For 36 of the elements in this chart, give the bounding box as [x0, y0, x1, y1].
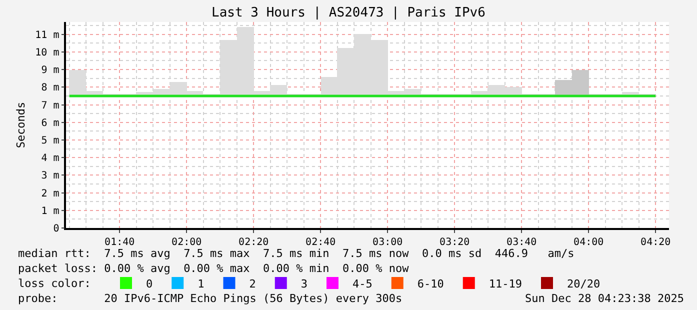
y-axis-title: Seconds — [14, 102, 28, 148]
text: Sun Dec 28 04:23:38 2025 — [525, 292, 684, 305]
legend-label: 1 — [198, 277, 204, 290]
text: median rtt: 7.5 ms avg 7.5 ms max 7.5 ms min 7.5 ms now 0.0 ms sd 446.9 am/s — [18, 247, 574, 260]
x-tick-label: 01:40 — [104, 236, 135, 248]
text: packet loss: 0.00 % avg 0.00 % max 0.00 % min 0.00 % now — [18, 262, 410, 275]
legend-label: 4-5 — [352, 277, 372, 290]
chart-title: Last 3 Hours | AS20473 | Paris IPv6 — [212, 6, 486, 21]
x-tick-label: 02:00 — [172, 236, 202, 248]
y-tick-label: 8 m — [41, 82, 60, 94]
x-tick-label: 02:40 — [306, 236, 336, 248]
x-tick-label: 03:00 — [372, 236, 403, 248]
y-tick-label: 9 m — [41, 65, 60, 76]
y-tick-label: 1 m — [41, 206, 60, 217]
y-tick-label: 11 m — [35, 30, 60, 41]
x-tick-label: 04:20 — [640, 236, 671, 248]
y-tick-label: 3 m — [41, 170, 60, 182]
legend-label: 2 — [249, 277, 256, 290]
y-tick-label: 10 m — [35, 47, 60, 58]
text: loss color: — [18, 277, 91, 290]
x-tick-label: 02:20 — [238, 236, 269, 248]
text: probe: 20 IPv6-ICMP Echo Pings (56 Bytes) every 300s — [18, 292, 402, 305]
x-tick-label: 04:00 — [574, 236, 604, 248]
legend-label: 3 — [300, 277, 308, 290]
legend-label: 20/20 — [567, 277, 600, 290]
legend-label: 6-10 — [417, 277, 444, 290]
y-tick-label: 7 m — [41, 100, 60, 112]
x-tick-label: 03:20 — [440, 236, 470, 248]
legend-label: 0 — [146, 277, 153, 290]
y-tick-label: 4 m — [41, 153, 60, 164]
y-tick-label: 2 m — [41, 188, 60, 200]
x-tick-label: 03:40 — [506, 236, 537, 248]
y-tick-label: 0 — [53, 224, 60, 234]
y-tick-label: 5 m — [41, 135, 60, 146]
legend-label: 11-19 — [488, 277, 522, 290]
y-tick-label: 6 m — [41, 118, 60, 129]
